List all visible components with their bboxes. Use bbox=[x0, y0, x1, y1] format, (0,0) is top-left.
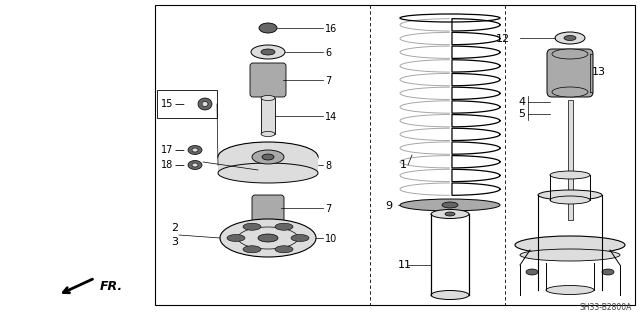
Ellipse shape bbox=[252, 150, 284, 164]
Ellipse shape bbox=[227, 234, 245, 241]
Ellipse shape bbox=[262, 154, 274, 160]
Bar bbox=[155, 5, 635, 305]
Ellipse shape bbox=[442, 202, 458, 208]
Text: 9: 9 bbox=[385, 201, 392, 211]
Text: 7: 7 bbox=[325, 204, 332, 214]
Text: 11: 11 bbox=[398, 260, 412, 270]
Text: 16: 16 bbox=[325, 24, 337, 34]
Ellipse shape bbox=[192, 163, 198, 167]
Ellipse shape bbox=[218, 142, 318, 172]
Ellipse shape bbox=[546, 286, 594, 294]
Ellipse shape bbox=[258, 234, 278, 242]
Ellipse shape bbox=[550, 196, 590, 204]
Text: 8: 8 bbox=[325, 161, 331, 171]
Text: 15: 15 bbox=[161, 99, 173, 109]
Text: 6: 6 bbox=[325, 48, 331, 58]
Text: 2: 2 bbox=[171, 223, 178, 233]
Text: 4: 4 bbox=[518, 97, 525, 107]
Bar bbox=[261, 98, 275, 134]
Ellipse shape bbox=[243, 246, 261, 253]
Ellipse shape bbox=[291, 234, 309, 241]
Text: 10: 10 bbox=[325, 234, 337, 244]
Ellipse shape bbox=[602, 269, 614, 275]
Ellipse shape bbox=[431, 291, 469, 300]
Ellipse shape bbox=[259, 23, 277, 33]
Text: 14: 14 bbox=[325, 112, 337, 122]
Ellipse shape bbox=[220, 219, 316, 257]
Ellipse shape bbox=[538, 190, 602, 200]
Ellipse shape bbox=[526, 269, 538, 275]
Ellipse shape bbox=[192, 148, 198, 152]
Text: 17: 17 bbox=[161, 145, 173, 155]
Text: SH33-B2800A: SH33-B2800A bbox=[580, 303, 632, 312]
Ellipse shape bbox=[198, 98, 212, 110]
Text: 18: 18 bbox=[161, 160, 173, 170]
Bar bbox=[157, 90, 217, 118]
Ellipse shape bbox=[515, 236, 625, 254]
Ellipse shape bbox=[251, 45, 285, 59]
Text: 12: 12 bbox=[496, 34, 510, 44]
Text: 3: 3 bbox=[171, 237, 178, 247]
Ellipse shape bbox=[243, 223, 261, 230]
Ellipse shape bbox=[238, 227, 298, 249]
Ellipse shape bbox=[261, 95, 275, 100]
Ellipse shape bbox=[261, 131, 275, 137]
Ellipse shape bbox=[400, 199, 500, 211]
Text: 1: 1 bbox=[400, 160, 407, 170]
Ellipse shape bbox=[550, 171, 590, 179]
Text: 7: 7 bbox=[325, 76, 332, 86]
Bar bbox=[218, 157, 318, 173]
Ellipse shape bbox=[520, 249, 620, 261]
Ellipse shape bbox=[431, 210, 469, 219]
Ellipse shape bbox=[552, 87, 588, 97]
Ellipse shape bbox=[202, 101, 208, 107]
Ellipse shape bbox=[218, 163, 318, 183]
Bar bbox=[568, 100, 573, 220]
Text: —: — bbox=[175, 99, 185, 109]
FancyBboxPatch shape bbox=[547, 49, 593, 97]
Ellipse shape bbox=[188, 145, 202, 154]
Text: 13: 13 bbox=[592, 67, 606, 77]
FancyBboxPatch shape bbox=[250, 63, 286, 97]
Ellipse shape bbox=[552, 49, 588, 59]
Text: —: — bbox=[175, 145, 185, 155]
Ellipse shape bbox=[275, 246, 293, 253]
FancyBboxPatch shape bbox=[252, 195, 284, 223]
Ellipse shape bbox=[261, 49, 275, 55]
Text: —: — bbox=[175, 160, 185, 170]
Ellipse shape bbox=[564, 35, 576, 41]
Text: FR.: FR. bbox=[100, 279, 123, 293]
Ellipse shape bbox=[445, 212, 455, 216]
Ellipse shape bbox=[555, 32, 585, 44]
Ellipse shape bbox=[275, 223, 293, 230]
Text: 5: 5 bbox=[518, 109, 525, 119]
Ellipse shape bbox=[188, 160, 202, 169]
